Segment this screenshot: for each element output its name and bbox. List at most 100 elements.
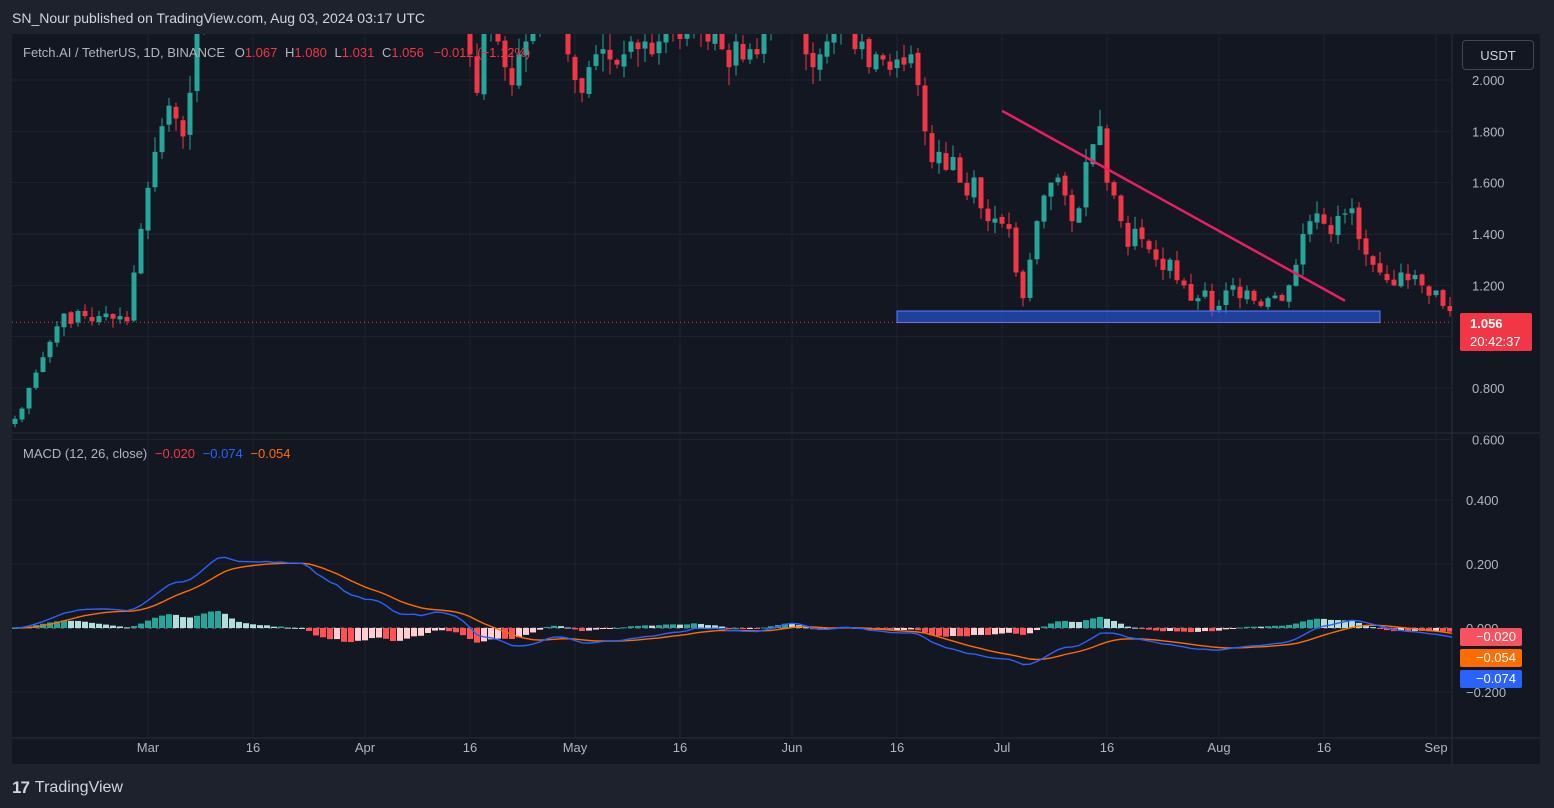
candle-body xyxy=(26,388,32,409)
macd-histogram-bar xyxy=(96,623,102,628)
candle-body xyxy=(1090,144,1096,165)
candle-body xyxy=(894,59,900,69)
time-tick-label: 16 xyxy=(673,740,687,755)
macd-histogram-bar xyxy=(502,628,508,639)
macd-title[interactable]: MACD (12, 26, close) xyxy=(23,446,148,461)
candle-body xyxy=(1027,259,1033,298)
candle-body xyxy=(810,52,816,68)
macd-histogram-bar xyxy=(278,626,284,628)
candle-body xyxy=(1013,227,1019,273)
candle-body xyxy=(971,177,977,198)
macd-histogram-bar xyxy=(642,625,648,628)
macd-histogram-bar xyxy=(677,624,683,628)
macd-histogram-bar xyxy=(782,623,788,628)
macd-histogram-bar xyxy=(992,628,998,635)
publisher-text: SN_Nour published on TradingView.com, Au… xyxy=(12,10,425,26)
candle-body xyxy=(538,8,543,29)
macd-histogram-bar xyxy=(1440,628,1446,632)
macd-histogram-bar xyxy=(1125,626,1131,628)
candle-body xyxy=(964,182,970,196)
macd-histogram-bar xyxy=(411,628,417,637)
candle-body xyxy=(600,49,606,54)
candle-body xyxy=(1188,284,1194,301)
macd-histogram-bar xyxy=(950,628,956,636)
candle-body xyxy=(1307,221,1313,235)
high-label: H xyxy=(284,45,295,60)
time-tick-label: 16 xyxy=(463,740,477,755)
macd-histogram-bar xyxy=(1426,628,1432,632)
candle-body xyxy=(761,34,767,54)
macd-histogram-bar xyxy=(1153,628,1159,631)
price-axis: 2.000 1.800 1.600 1.400 1.200 0.800 0.600 0.400… xyxy=(1466,73,1506,700)
candle-body xyxy=(1244,290,1250,300)
macd-histogram-bar xyxy=(1398,628,1404,632)
macd-histogram-bar xyxy=(656,625,662,628)
candle-body xyxy=(68,312,74,324)
macd-histogram-bar xyxy=(418,628,424,636)
candle-body xyxy=(846,19,851,29)
candle-body xyxy=(985,208,991,222)
macd-histogram-bar xyxy=(929,628,935,636)
macd-histogram-bar xyxy=(1076,621,1082,628)
candle-body xyxy=(230,0,235,3)
macd-histogram-bar xyxy=(600,628,606,629)
candle-body xyxy=(671,28,676,34)
top-bar: SN_Nour published on TradingView.com, Au… xyxy=(0,0,1554,34)
macd-histogram-bar xyxy=(285,627,291,629)
currency-button[interactable]: USDT xyxy=(1462,40,1534,70)
open-value: 1.067 xyxy=(244,45,278,60)
candle-body xyxy=(180,120,186,137)
candle-body xyxy=(1034,221,1040,260)
macd-histogram-bar xyxy=(1216,628,1222,631)
candle-body xyxy=(1104,128,1110,183)
tradingview-logo-icon: 17 xyxy=(12,778,30,797)
candle-body xyxy=(530,34,536,42)
candle-body xyxy=(1069,194,1075,222)
bar-countdown: 20:42:37 xyxy=(1470,334,1521,349)
macd-histogram-bar xyxy=(243,623,249,628)
candle-body xyxy=(776,3,781,16)
macd-histogram-bar xyxy=(1139,628,1145,629)
macd-histogram-bar xyxy=(1048,623,1054,628)
macd-histogram-bar xyxy=(1405,628,1411,632)
candle-body xyxy=(852,34,858,50)
candle-body xyxy=(1314,213,1320,223)
candle-body xyxy=(1083,162,1089,208)
macd-histogram-bar xyxy=(1209,628,1215,632)
macd-histogram-bar xyxy=(1160,628,1166,632)
tradingview-logo[interactable]: 17 TradingView xyxy=(12,778,123,798)
candle-body xyxy=(1433,290,1439,296)
open-label: O xyxy=(234,45,245,60)
macd-histogram-bar xyxy=(446,628,452,632)
macd-histogram-bar xyxy=(999,628,1005,634)
candle-body xyxy=(1363,238,1369,255)
macd-histogram-bar xyxy=(579,628,585,632)
candle-body xyxy=(1209,290,1215,311)
candle-body xyxy=(138,228,144,274)
candle-body xyxy=(628,41,634,52)
candle-body xyxy=(572,56,578,80)
macd-histogram-bar xyxy=(68,620,74,628)
macd-histogram-bar xyxy=(348,628,354,643)
candle-body xyxy=(145,187,151,231)
candle-body xyxy=(692,3,697,31)
macd-histogram-bar xyxy=(1195,628,1201,632)
time-tick-label: Mar xyxy=(137,740,160,755)
macd-histogram-bar xyxy=(397,628,403,641)
candle-body xyxy=(398,0,403,2)
candle-body xyxy=(1440,290,1446,306)
macd-histogram-bar xyxy=(1188,628,1194,633)
symbol-label[interactable]: Fetch.AI / TetherUS, 1D, BINANCE xyxy=(23,45,226,60)
macd-histogram-bar xyxy=(355,628,361,641)
candle-body xyxy=(110,313,116,319)
price-tick-label: 1.200 xyxy=(1472,278,1505,293)
macd-histogram-bar xyxy=(1377,628,1383,629)
candle-body xyxy=(649,42,655,55)
macd-histogram-bar xyxy=(551,625,557,628)
macd-histogram-bar xyxy=(922,628,928,633)
time-tick-label: 16 xyxy=(890,740,904,755)
candle-body xyxy=(1020,271,1026,299)
candle-body xyxy=(1293,264,1299,286)
candle-body xyxy=(901,57,907,65)
